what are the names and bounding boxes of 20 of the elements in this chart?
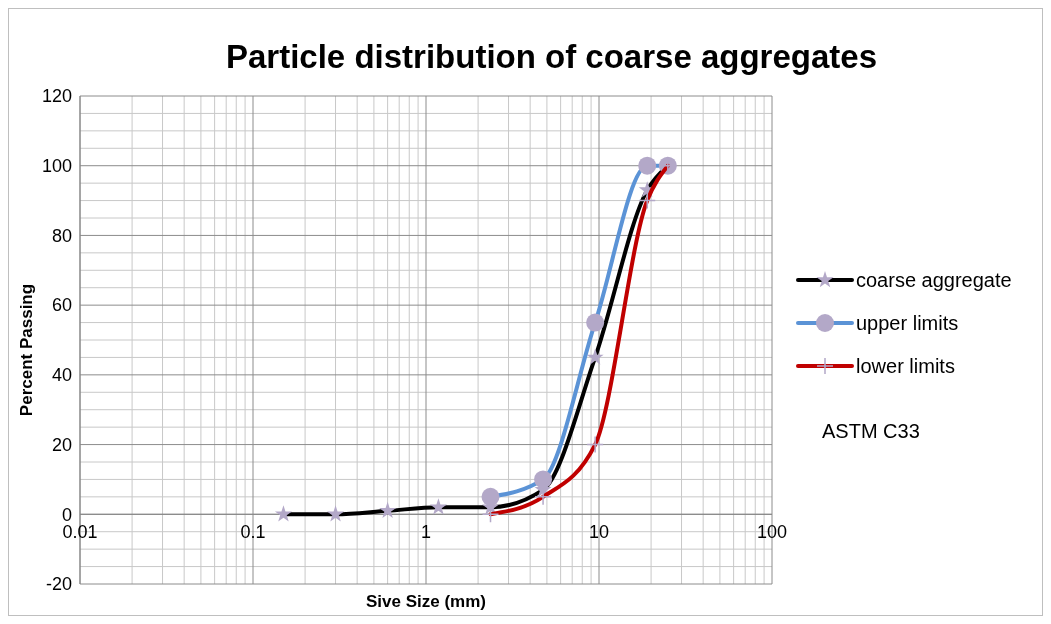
y-tick-label: 0 <box>61 504 72 525</box>
legend-label: coarse aggregate <box>856 269 1012 291</box>
x-tick-label: 0.1 <box>240 522 266 543</box>
y-tick-label: 80 <box>51 225 72 246</box>
x-tick-label: 100 <box>756 522 788 543</box>
chart-title: Particle distribution of coarse aggregates <box>225 38 878 75</box>
x-axis-title: Sive Size (mm) <box>366 592 486 611</box>
legend-label: lower limits <box>856 355 955 377</box>
y-tick-label: 60 <box>51 295 72 316</box>
y-axis-title: Percent Passing <box>17 283 36 417</box>
text: ASTM C33 <box>822 420 920 442</box>
y-tick-label: 20 <box>51 434 72 455</box>
y-tick-label: -20 <box>45 574 72 595</box>
x-tick-label: 10 <box>588 522 610 543</box>
y-tick-label: 40 <box>51 365 72 386</box>
x-tick-label: 0.01 <box>62 522 98 543</box>
legend-label: upper limits <box>856 312 959 334</box>
y-tick-label: 120 <box>41 86 72 107</box>
y-tick-label: 100 <box>41 156 72 177</box>
x-tick-label: 1 <box>420 522 432 543</box>
